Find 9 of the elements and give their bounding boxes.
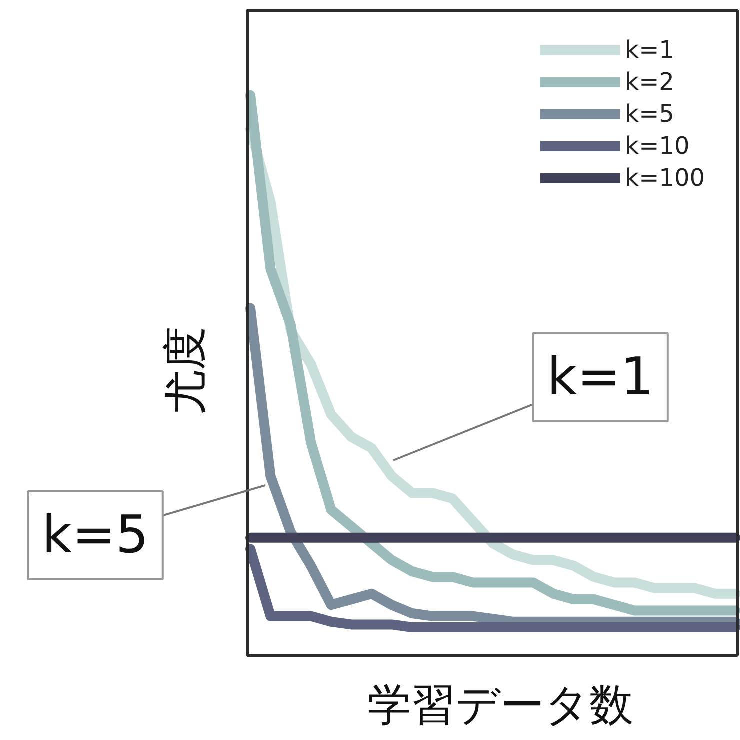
legend-label: k=100 [625, 164, 705, 192]
x-axis-title: 学習データ数 [368, 680, 634, 731]
text: k=5 [42, 506, 149, 566]
y-axis-title: 尤度 [160, 326, 211, 414]
legend-label: k=2 [625, 68, 674, 96]
legend-label: k=1 [625, 36, 674, 64]
annotation: k=1 [547, 348, 654, 408]
legend-label: k=5 [625, 100, 674, 128]
legend-label: k=10 [625, 132, 690, 160]
